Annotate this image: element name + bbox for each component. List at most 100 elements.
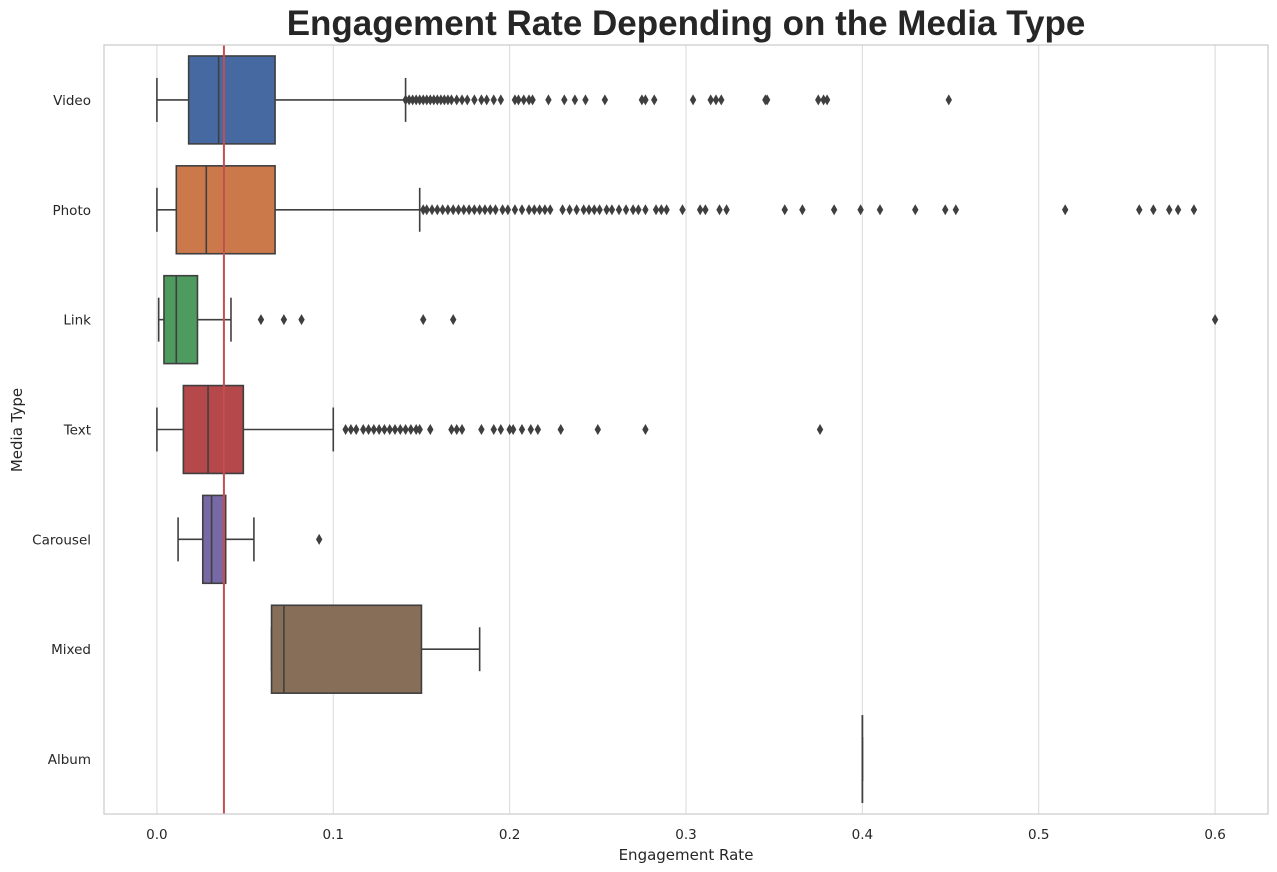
outlier-point xyxy=(559,204,566,216)
outlier-point xyxy=(420,94,427,106)
outlier-point xyxy=(1136,204,1143,216)
x-tick-label: 0.1 xyxy=(323,827,344,843)
y-tick-label: Mixed xyxy=(51,642,91,658)
x-axis-label: Engagement Rate xyxy=(619,846,754,864)
outlier-point xyxy=(298,314,305,326)
outlier-point xyxy=(444,204,452,216)
outlier-point xyxy=(912,204,919,216)
outlier-point xyxy=(402,424,409,435)
outlier-point xyxy=(830,204,838,216)
outlier-point xyxy=(547,204,554,216)
box-iqr xyxy=(201,494,227,585)
outlier-point xyxy=(1061,204,1069,216)
outlier-point xyxy=(441,94,448,106)
y-tick-label: Link xyxy=(63,313,91,329)
outlier-point xyxy=(622,204,630,216)
outlier-point xyxy=(478,424,485,435)
outlier-point xyxy=(497,94,505,106)
outlier-point xyxy=(386,424,393,435)
box-iqr xyxy=(175,165,276,255)
outlier-point xyxy=(702,204,709,216)
outlier-point xyxy=(712,94,720,106)
outlier-point xyxy=(561,94,568,106)
outlier-point xyxy=(1150,204,1157,216)
outlier-point xyxy=(635,204,642,216)
outlier-point xyxy=(471,94,478,106)
outlier-point xyxy=(529,94,536,106)
y-tick-label: Carousel xyxy=(32,532,91,548)
outlier-point xyxy=(1211,314,1219,326)
y-tick-label: Album xyxy=(48,752,91,768)
outlier-point xyxy=(696,204,704,216)
outlier-point xyxy=(596,204,603,216)
outlier-point xyxy=(876,204,884,216)
outlier-point xyxy=(370,424,378,435)
outlier-point xyxy=(464,94,471,106)
outlier-point xyxy=(679,204,686,216)
outlier-point xyxy=(823,94,831,106)
box-group-link xyxy=(157,274,1219,365)
outlier-point xyxy=(615,204,623,216)
outlier-point xyxy=(525,204,533,216)
box-iqr xyxy=(163,274,199,365)
x-tick-label: 0.2 xyxy=(499,827,520,843)
outlier-point xyxy=(465,204,473,216)
outlier-point xyxy=(476,204,483,216)
outlier-point xyxy=(402,94,409,106)
outlier-point xyxy=(448,94,455,106)
outlier-point xyxy=(428,204,436,216)
outlier-point xyxy=(718,94,725,106)
outlier-point xyxy=(707,94,714,106)
outlier-point xyxy=(534,424,542,435)
y-tick-label: Video xyxy=(53,93,91,109)
y-tick-label: Text xyxy=(63,423,91,439)
x-tick-label: 0.4 xyxy=(852,827,873,843)
outlier-point xyxy=(536,204,543,216)
outlier-point xyxy=(573,204,580,216)
outlier-point xyxy=(571,94,579,106)
y-axis-label: Media Type xyxy=(8,388,26,472)
outlier-point xyxy=(423,204,430,216)
outlier-point xyxy=(763,94,771,106)
outlier-point xyxy=(365,424,372,435)
outlier-point xyxy=(257,314,265,326)
outlier-point xyxy=(504,204,512,216)
outlier-point xyxy=(458,424,466,435)
outlier-point xyxy=(427,424,434,435)
outlier-point xyxy=(518,424,526,435)
outlier-point xyxy=(280,314,288,326)
outlier-point xyxy=(434,94,441,106)
outlier-point xyxy=(478,94,485,106)
outlier-point xyxy=(531,204,538,216)
outlier-point xyxy=(391,424,399,435)
x-tick-label: 0.0 xyxy=(146,827,167,843)
outlier-point xyxy=(490,94,497,106)
outlier-point xyxy=(591,204,598,216)
outlier-point xyxy=(642,204,649,216)
outlier-point xyxy=(439,204,446,216)
outlier-point xyxy=(942,204,949,216)
outlier-point xyxy=(353,424,360,435)
outlier-point xyxy=(416,424,423,435)
outlier-point xyxy=(603,204,610,216)
outlier-point xyxy=(509,424,517,435)
outlier-point xyxy=(642,94,649,106)
outlier-point xyxy=(412,94,420,106)
outlier-point xyxy=(342,424,349,435)
outlier-point xyxy=(360,424,367,435)
outlier-point xyxy=(497,424,505,435)
outlier-point xyxy=(716,204,723,216)
outlier-point xyxy=(857,204,864,216)
box-iqr xyxy=(187,55,276,145)
outlier-point xyxy=(520,94,527,106)
outlier-point xyxy=(499,204,506,216)
outlier-point xyxy=(347,424,355,435)
outlier-point xyxy=(487,204,494,216)
outlier-point xyxy=(430,94,437,106)
outlier-point xyxy=(381,424,388,435)
outlier-point xyxy=(515,94,522,106)
outlier-point xyxy=(557,424,564,435)
outlier-point xyxy=(1166,204,1173,216)
box-group-photo xyxy=(156,165,1198,255)
